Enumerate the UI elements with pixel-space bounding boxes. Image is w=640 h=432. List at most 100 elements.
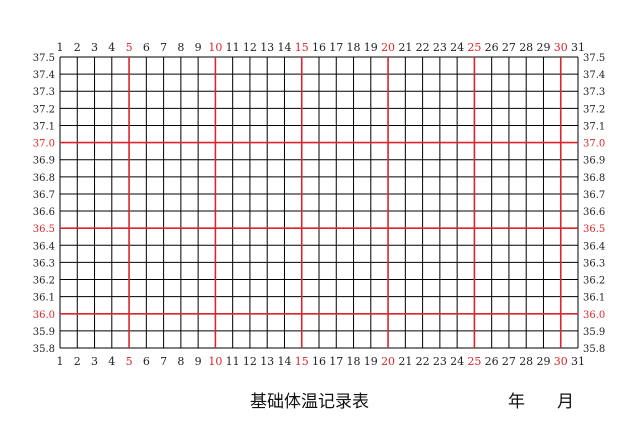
x-tick-label-top: 5 bbox=[126, 41, 133, 54]
x-tick-label-bottom: 17 bbox=[329, 355, 343, 368]
x-tick-label-bottom: 4 bbox=[108, 355, 115, 368]
y-tick-label-right: 36.0 bbox=[583, 310, 605, 321]
x-tick-label-top: 22 bbox=[416, 41, 430, 54]
x-tick-label-top: 25 bbox=[467, 41, 481, 54]
x-tick-label-top: 30 bbox=[554, 41, 568, 54]
chart-title: 基础体温记录表 bbox=[250, 392, 369, 412]
x-tick-label-bottom: 26 bbox=[485, 355, 499, 368]
y-tick-label-left: 36.5 bbox=[33, 224, 55, 235]
x-tick-label-bottom: 22 bbox=[416, 355, 430, 368]
y-tick-label-right: 37.2 bbox=[583, 104, 605, 115]
y-tick-label-left: 37.0 bbox=[33, 139, 55, 150]
y-tick-label-right: 36.9 bbox=[583, 156, 605, 167]
x-tick-label-top: 31 bbox=[571, 41, 585, 54]
y-tick-label-right: 36.2 bbox=[583, 276, 605, 287]
x-tick-label-bottom: 27 bbox=[502, 355, 516, 368]
x-tick-label-bottom: 3 bbox=[91, 355, 98, 368]
x-tick-label-bottom: 16 bbox=[312, 355, 326, 368]
x-tick-label-bottom: 29 bbox=[536, 355, 550, 368]
x-tick-label-top: 19 bbox=[364, 41, 378, 54]
x-tick-label-bottom: 12 bbox=[243, 355, 257, 368]
x-tick-label-bottom: 5 bbox=[126, 355, 133, 368]
y-tick-label-left: 37.5 bbox=[33, 53, 55, 64]
x-tick-label-top: 8 bbox=[177, 41, 184, 54]
x-tick-label-top: 9 bbox=[195, 41, 202, 54]
x-tick-label-bottom: 25 bbox=[467, 355, 481, 368]
x-tick-label-bottom: 18 bbox=[347, 355, 361, 368]
year-label: 年 bbox=[508, 392, 525, 412]
y-tick-label-right: 36.6 bbox=[583, 207, 605, 218]
y-tick-label-left: 36.3 bbox=[33, 258, 55, 269]
x-tick-label-top: 10 bbox=[208, 41, 222, 54]
x-tick-label-top: 3 bbox=[91, 41, 98, 54]
y-tick-label-left: 35.9 bbox=[33, 327, 55, 338]
y-tick-label-left: 36.2 bbox=[33, 276, 55, 287]
y-tick-label-right: 37.1 bbox=[583, 121, 605, 132]
x-tick-label-bottom: 7 bbox=[160, 355, 167, 368]
x-tick-label-bottom: 14 bbox=[277, 355, 291, 368]
x-tick-label-bottom: 31 bbox=[571, 355, 585, 368]
x-tick-label-bottom: 19 bbox=[364, 355, 378, 368]
y-tick-label-right: 36.5 bbox=[583, 224, 605, 235]
x-tick-label-top: 11 bbox=[226, 41, 240, 54]
x-tick-label-top: 17 bbox=[329, 41, 343, 54]
x-tick-label-top: 26 bbox=[485, 41, 499, 54]
x-tick-label-top: 27 bbox=[502, 41, 516, 54]
y-tick-label-left: 35.8 bbox=[33, 344, 55, 355]
x-tick-label-bottom: 2 bbox=[74, 355, 81, 368]
y-tick-label-right: 36.8 bbox=[583, 173, 605, 184]
y-tick-label-right: 37.4 bbox=[583, 70, 605, 81]
x-tick-label-bottom: 9 bbox=[195, 355, 202, 368]
x-tick-label-top: 13 bbox=[260, 41, 274, 54]
y-tick-label-left: 36.1 bbox=[33, 293, 55, 304]
x-tick-label-top: 7 bbox=[160, 41, 167, 54]
y-tick-label-right: 37.0 bbox=[583, 139, 605, 150]
y-tick-label-right: 37.3 bbox=[583, 87, 605, 98]
y-tick-label-left: 37.3 bbox=[33, 87, 55, 98]
x-tick-label-top: 16 bbox=[312, 41, 326, 54]
y-tick-label-left: 36.6 bbox=[33, 207, 55, 218]
x-tick-label-top: 28 bbox=[519, 41, 533, 54]
x-tick-label-top: 21 bbox=[398, 41, 412, 54]
y-tick-label-left: 37.2 bbox=[33, 104, 55, 115]
x-tick-label-bottom: 6 bbox=[143, 355, 150, 368]
x-tick-label-bottom: 10 bbox=[208, 355, 222, 368]
y-tick-label-left: 37.4 bbox=[33, 70, 55, 81]
x-tick-label-top: 4 bbox=[108, 41, 115, 54]
x-tick-label-top: 1 bbox=[57, 41, 64, 54]
x-tick-label-bottom: 1 bbox=[57, 355, 64, 368]
x-tick-label-top: 6 bbox=[143, 41, 150, 54]
x-tick-label-top: 15 bbox=[295, 41, 309, 54]
x-tick-label-top: 2 bbox=[74, 41, 81, 54]
y-tick-label-left: 36.0 bbox=[33, 310, 55, 321]
y-tick-label-left: 36.8 bbox=[33, 173, 55, 184]
y-tick-label-right: 36.1 bbox=[583, 293, 605, 304]
y-tick-label-left: 36.9 bbox=[33, 156, 55, 167]
y-tick-label-right: 35.9 bbox=[583, 327, 605, 338]
x-tick-label-bottom: 20 bbox=[381, 355, 395, 368]
x-tick-label-top: 24 bbox=[450, 41, 464, 54]
x-tick-label-bottom: 30 bbox=[554, 355, 568, 368]
x-tick-label-top: 29 bbox=[536, 41, 550, 54]
x-tick-label-top: 20 bbox=[381, 41, 395, 54]
y-tick-label-left: 36.4 bbox=[33, 241, 55, 252]
x-tick-label-bottom: 15 bbox=[295, 355, 309, 368]
y-tick-label-right: 36.3 bbox=[583, 258, 605, 269]
x-tick-label-bottom: 23 bbox=[433, 355, 447, 368]
x-tick-label-bottom: 8 bbox=[177, 355, 184, 368]
y-tick-label-right: 35.8 bbox=[583, 344, 605, 355]
x-tick-label-top: 14 bbox=[277, 41, 291, 54]
y-tick-label-right: 36.4 bbox=[583, 241, 605, 252]
y-tick-label-right: 36.7 bbox=[583, 190, 605, 201]
y-tick-label-right: 37.5 bbox=[583, 53, 605, 64]
month-label: 月 bbox=[557, 392, 574, 412]
x-tick-label-bottom: 28 bbox=[519, 355, 533, 368]
x-tick-label-top: 23 bbox=[433, 41, 447, 54]
y-tick-label-left: 36.7 bbox=[33, 190, 55, 201]
x-tick-label-bottom: 11 bbox=[226, 355, 240, 368]
x-tick-label-bottom: 13 bbox=[260, 355, 274, 368]
x-tick-label-top: 18 bbox=[347, 41, 361, 54]
x-tick-label-bottom: 24 bbox=[450, 355, 464, 368]
x-tick-label-bottom: 21 bbox=[398, 355, 412, 368]
